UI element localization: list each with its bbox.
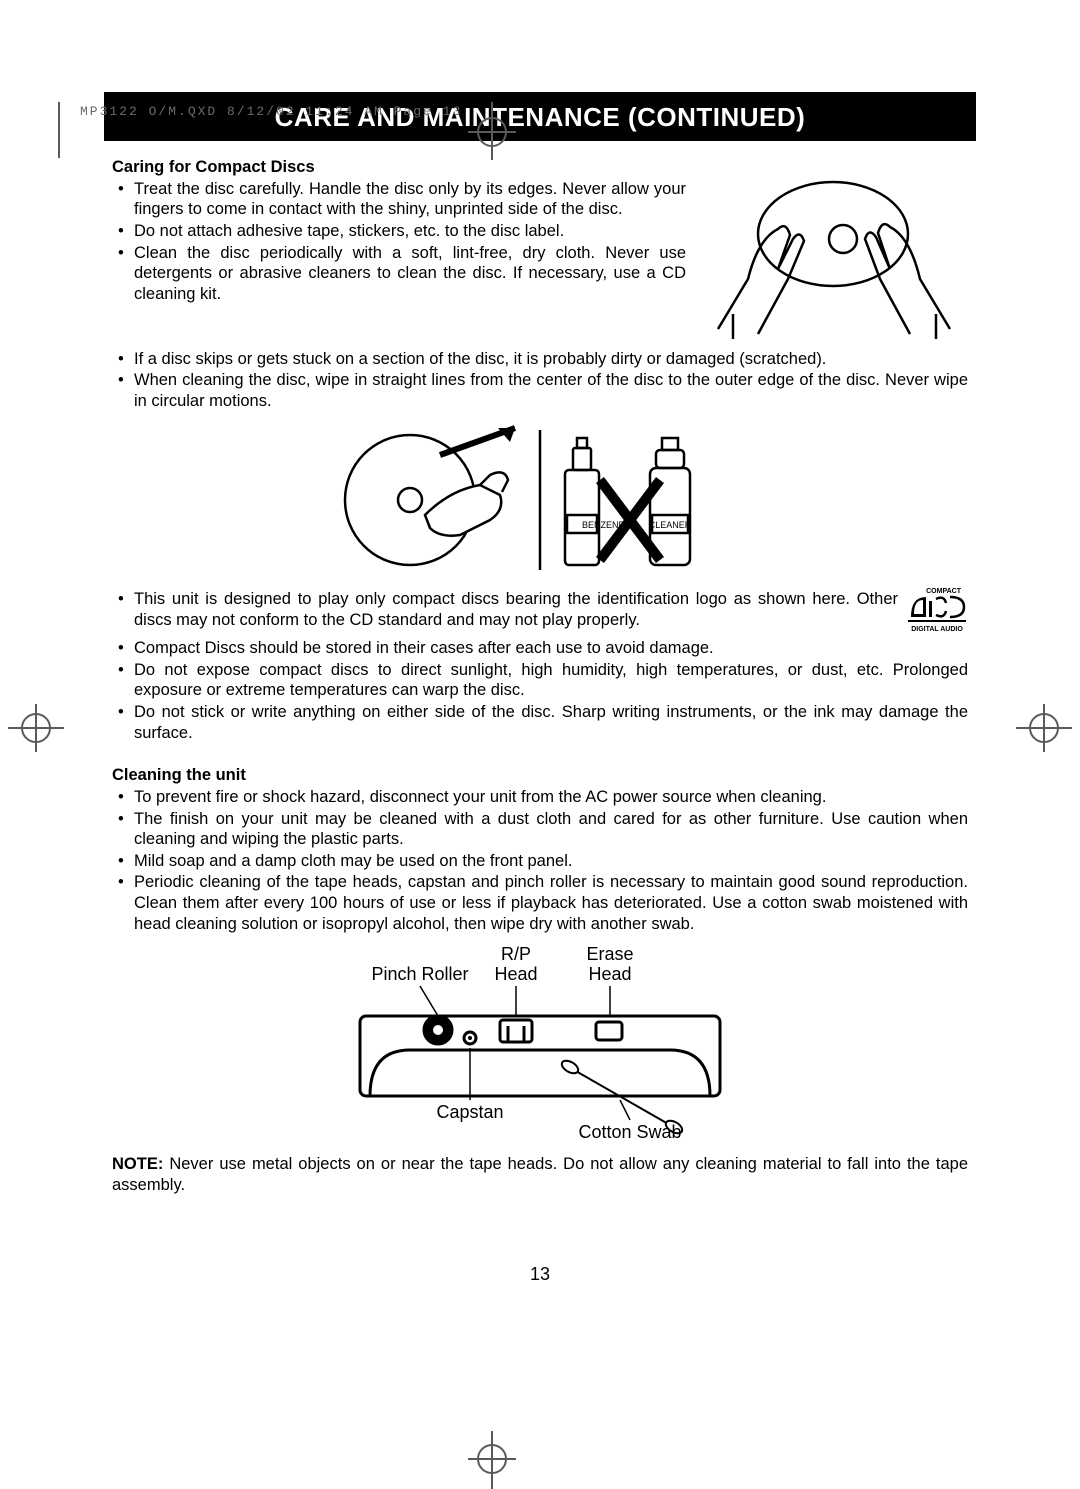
note-paragraph: NOTE: Never use metal objects on or near… bbox=[112, 1154, 968, 1195]
s1-bullet: If a disc skips or gets stuck on a secti… bbox=[112, 349, 968, 370]
note-text: Never use metal objects on or near the t… bbox=[112, 1155, 968, 1194]
crop-mark-top bbox=[468, 102, 516, 160]
benzene-label: BENZENE bbox=[582, 520, 625, 530]
s2-bullet: The finish on your unit may be cleaned w… bbox=[112, 809, 968, 850]
corner-line bbox=[58, 102, 60, 158]
s2-bullet: Mild soap and a damp cloth may be used o… bbox=[112, 851, 968, 872]
label-erase2: Head bbox=[588, 964, 631, 984]
label-capstan: Capstan bbox=[436, 1102, 503, 1122]
tape-head-illustration: Pinch Roller R/P Head Erase Head bbox=[320, 940, 760, 1140]
hands-disc-illustration bbox=[698, 179, 968, 349]
s1-bullet: Do not expose compact discs to direct su… bbox=[112, 660, 968, 701]
label-cotton-swab: Cotton Swab bbox=[578, 1122, 681, 1140]
crop-mark-right bbox=[1016, 704, 1072, 752]
label-pinch-roller: Pinch Roller bbox=[371, 964, 468, 984]
s1-bullet: Clean the disc periodically with a soft,… bbox=[112, 243, 686, 305]
s1-bullet: Do not attach adhesive tape, stickers, e… bbox=[112, 221, 686, 242]
page-number: 13 bbox=[0, 1264, 1080, 1285]
label-erase: Erase bbox=[586, 944, 633, 964]
note-label: NOTE: bbox=[112, 1155, 163, 1173]
section1-heading: Caring for Compact Discs bbox=[112, 157, 968, 178]
cleaner-label: CLEANER bbox=[649, 520, 692, 530]
s1-bullet: Compact Discs should be stored in their … bbox=[112, 638, 968, 659]
s2-bullet: Periodic cleaning of the tape heads, cap… bbox=[112, 872, 968, 934]
svg-text:DIGITAL AUDIO: DIGITAL AUDIO bbox=[911, 626, 963, 633]
label-rp2: Head bbox=[494, 964, 537, 984]
compact-disc-logo-icon: COMPACT DIGITAL AUDIO bbox=[906, 585, 968, 637]
print-header: MP3122 O/M.QXD 8/12/02 11:24 AM Page 13 bbox=[80, 104, 462, 119]
section2-heading: Cleaning the unit bbox=[112, 765, 968, 786]
wipe-disc-illustration: BENZENE CLEANER bbox=[330, 420, 750, 580]
crop-mark-left bbox=[8, 704, 64, 752]
s1-bullet: Treat the disc carefully. Handle the dis… bbox=[112, 179, 686, 220]
s2-bullet: To prevent fire or shock hazard, disconn… bbox=[112, 787, 968, 808]
s1-logo-text: This unit is designed to play only compa… bbox=[134, 589, 898, 630]
s1-bullet: Do not stick or write anything on either… bbox=[112, 702, 968, 743]
crop-mark-bottom bbox=[468, 1431, 516, 1489]
svg-text:COMPACT: COMPACT bbox=[926, 588, 962, 595]
s1-bullet: When cleaning the disc, wipe in straight… bbox=[112, 370, 968, 411]
label-rp: R/P bbox=[501, 944, 531, 964]
s1-bullet-logo: This unit is designed to play only compa… bbox=[112, 589, 968, 637]
